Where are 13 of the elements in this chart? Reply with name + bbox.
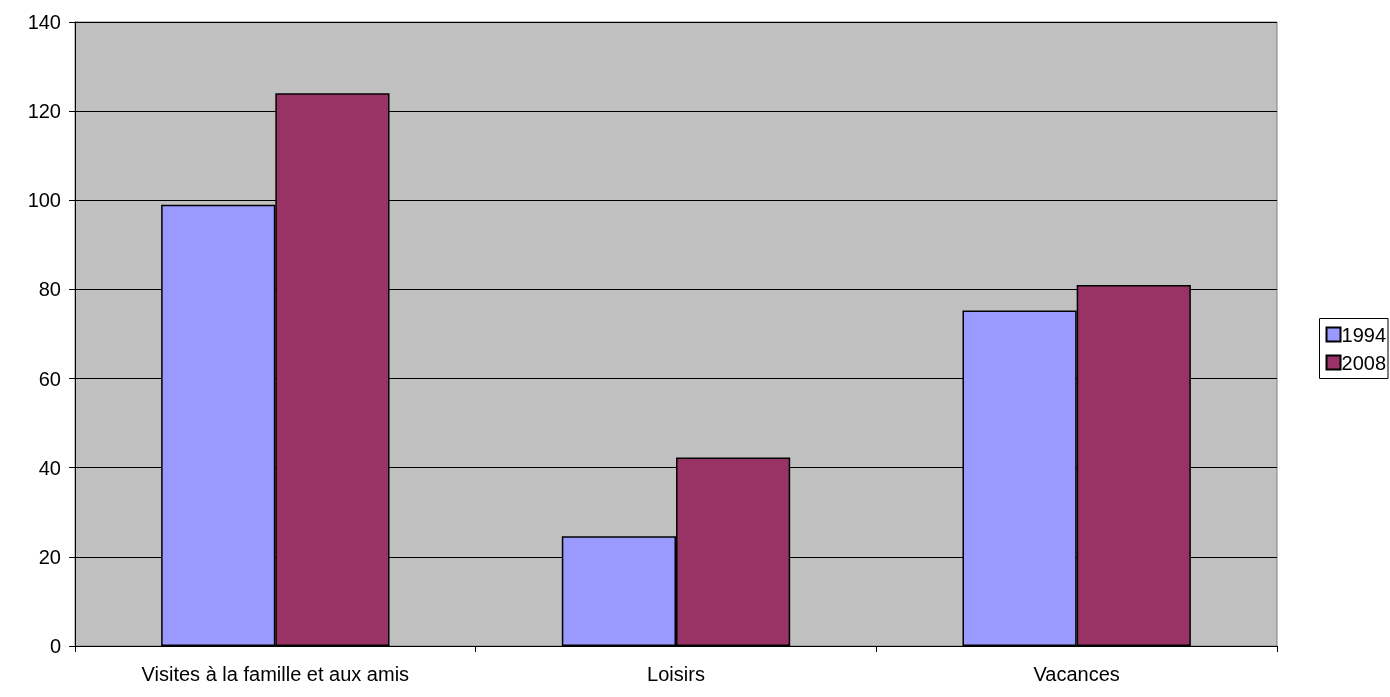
legend-label: 2008 bbox=[1341, 351, 1387, 374]
y-tick-label: 60 bbox=[38, 367, 61, 390]
y-tick-label: 20 bbox=[38, 545, 61, 568]
x-tick-label: Loisirs bbox=[647, 663, 705, 685]
x-tick-label: Visites à la famille et aux amis bbox=[141, 663, 410, 685]
y-tick-label: 120 bbox=[27, 100, 61, 123]
y-tick-label: 100 bbox=[27, 189, 61, 212]
y-tick-label: 140 bbox=[27, 11, 61, 33]
y-tick-label: 0 bbox=[49, 635, 61, 657]
y-tick-label: 40 bbox=[38, 456, 61, 479]
x-tick-label: Vacances bbox=[1033, 663, 1120, 685]
legend-label: 1994 bbox=[1341, 323, 1387, 346]
y-tick-label: 80 bbox=[38, 278, 61, 301]
